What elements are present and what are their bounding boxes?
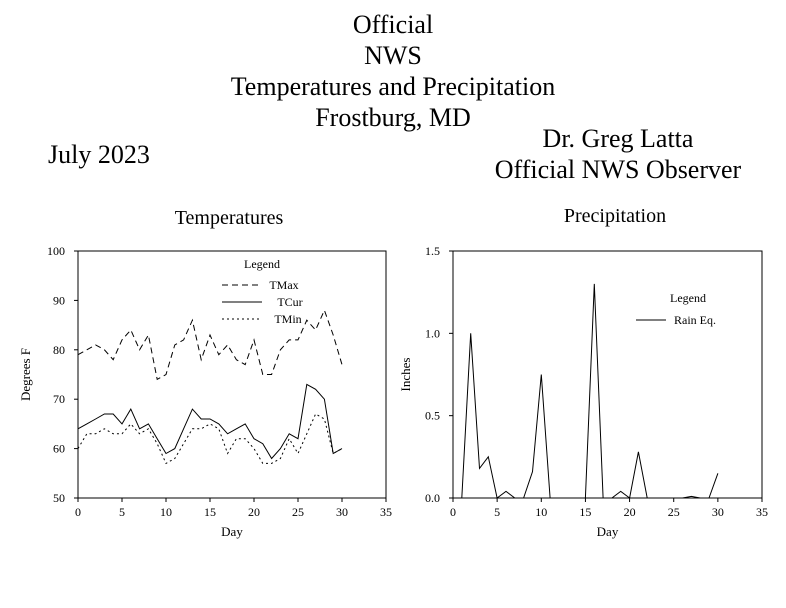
chart1-plot-frame [77,250,387,499]
chart2-x-tick-label: 25 [668,505,680,519]
chart1-x-tick-label: 5 [119,505,125,519]
chart1-x-tick-label: 25 [292,505,304,519]
chart2-x-tick-label: 35 [756,505,768,519]
observer-name: Dr. Greg Latta [542,124,694,153]
chart1-y-tick-label: 90 [53,293,65,307]
chart1-y-tick-label: 70 [53,392,65,406]
chart2-x-tick-label: 10 [535,505,547,519]
chart1-y-axis-label: Degrees F [18,348,33,401]
chart2-title: Precipitation [564,205,666,227]
chart1-y-tick-label: 60 [53,442,65,456]
title-line-1: Official [352,10,434,39]
chart2-x-tick-label: 15 [579,505,591,519]
chart2-y-tick-label: 0.5 [425,409,440,423]
chart1-legend-title: Legend [244,257,280,271]
title-line-2: NWS [364,41,422,70]
chart2-x-tick-label: 5 [494,505,500,519]
chart1-series-tmax [77,308,343,381]
chart1-x-tick-label: 10 [160,505,172,519]
chart2-y-tick-label: 1.0 [425,326,440,340]
chart2-y-tick-label: 1.5 [425,244,440,258]
month-label: July 2023 [48,140,150,169]
chart1-x-tick-label: 20 [248,505,260,519]
chart2-x-tick-label: 0 [450,505,456,519]
chart2-series-rain-eq [461,283,719,499]
chart1-y-tick-label: 100 [47,244,65,258]
chart1-y-tick-label: 80 [53,343,65,357]
chart1-x-axis-label: Day [221,524,243,539]
observer-title: Official NWS Observer [494,155,742,184]
chart1-series-tcur [77,383,343,460]
title-line-4: Frostburg, MD [315,103,471,132]
chart1-title: Temperatures [175,207,284,229]
chart2-legend-label: Rain Eq. [674,313,716,327]
chart1-x-tick-label: 15 [204,505,216,519]
title-line-3: Temperatures and Precipitation [230,72,556,101]
chart2-y-axis-label: Inches [398,358,413,392]
chart1-legend-label: TMin [274,312,301,326]
chart1-series-tmin [77,413,343,465]
chart1-x-tick-label: 0 [75,505,81,519]
chart2-y-tick-label: 0.0 [425,491,440,505]
chart1-legend-label: TMax [269,278,298,292]
chart2-legend-title: Legend [670,291,706,305]
chart1-x-tick-label: 35 [380,505,392,519]
chart1-y-tick-label: 50 [53,491,65,505]
chart1-x-tick-label: 30 [336,505,348,519]
chart2-x-tick-label: 30 [712,505,724,519]
chart2-plot-frame [452,250,763,499]
chart2-x-tick-label: 20 [624,505,636,519]
chart2-x-axis-label: Day [597,524,619,539]
chart1-legend-label: TCur [277,295,302,309]
